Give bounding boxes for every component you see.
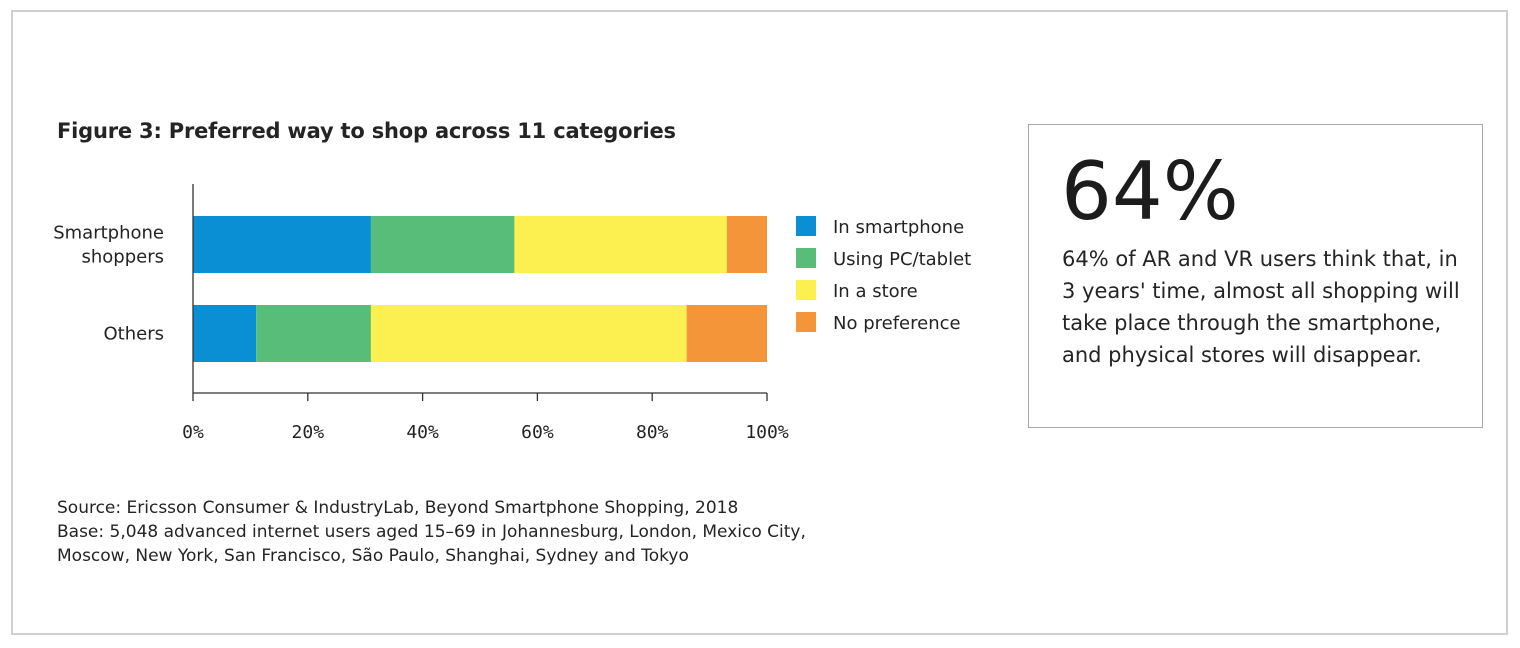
base-line-2: Moscow, New York, San Francisco, São Pau… [57,546,689,566]
callout-text: 64% of AR and VR users think that, in 3 … [1062,247,1460,367]
bar-segment-no-preference [686,305,767,362]
legend-label: In smartphone [833,217,964,238]
legend-swatch [796,280,816,300]
bar-segment-in-smartphone [193,305,257,362]
bar-segment-in-a-store [514,216,727,273]
base-line-1: Base: 5,048 advanced internet users aged… [57,522,806,542]
callout-box: 64% 64% of AR and VR users think that, i… [1028,124,1483,428]
legend-swatch [796,248,816,268]
chart-title: Figure 3: Preferred way to shop across 1… [57,119,676,143]
legend-label: Using PC/tablet [833,249,971,270]
bar-segment-in-a-store [370,305,687,362]
legend-swatch [796,312,816,332]
callout-big-number: 64% [1061,145,1239,238]
bar-segment-no-preference [726,216,767,273]
stacked-bar-chart: Smartphone shoppers Others 0% 20% 40% 60% 80% 10… [53,184,971,443]
figure-frame [11,10,1508,635]
x-tick-label: 0% [182,422,204,443]
category-label: Smartphone shoppers [53,223,164,268]
bar-segment-using-pc-tablet [370,216,515,273]
x-tick-label: 60% [521,422,554,443]
category-label: Others [104,324,165,345]
source-line: Source: Ericsson Consumer & IndustryLab,… [57,498,739,518]
x-tick-label: 20% [292,422,325,443]
source-note: Source: Ericsson Consumer & IndustryLab,… [57,496,806,568]
x-tick-label: 80% [636,422,669,443]
legend-label: No preference [833,313,961,334]
bar-segment-in-smartphone [193,216,371,273]
legend-label: In a store [833,281,918,302]
x-tick-label: 100% [745,422,789,443]
x-tick-label: 40% [406,422,439,443]
bar-segment-using-pc-tablet [256,305,371,362]
legend-swatch [796,216,816,236]
